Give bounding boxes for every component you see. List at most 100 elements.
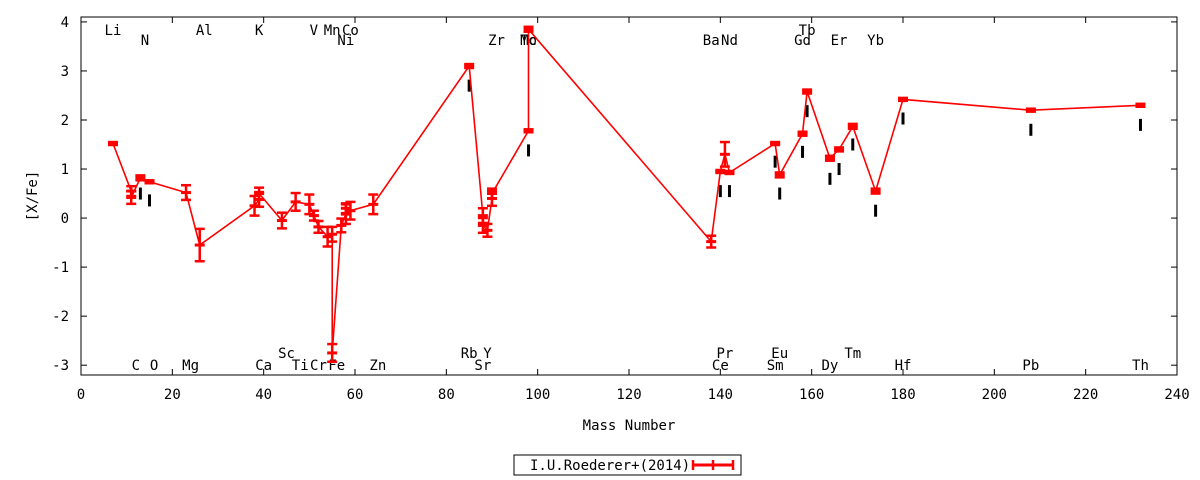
data-point	[368, 193, 379, 216]
legend-label: I.U.Roederer+(2014)	[530, 458, 690, 474]
data-point	[487, 187, 497, 200]
element-label: Zr	[488, 33, 505, 49]
data-point	[107, 140, 118, 147]
element-label: Hf	[895, 358, 912, 374]
data-point	[482, 222, 493, 238]
x-axis-title: Mass Number	[583, 418, 676, 434]
element-label: N	[141, 33, 149, 49]
plot-frame	[80, 16, 1178, 376]
x-tick-label: 140	[708, 387, 733, 403]
data-point	[194, 227, 205, 263]
data-point	[870, 187, 881, 195]
y-axis: -3 -2 -1 0 1 2 3 4	[52, 15, 1177, 374]
element-label: Sr	[474, 358, 491, 374]
y-tick-label: -1	[52, 260, 69, 276]
element-label: O	[150, 358, 158, 374]
element-label: V	[310, 23, 319, 39]
element-label: Al	[196, 23, 213, 39]
data-point	[126, 189, 137, 206]
element-label: Ti	[292, 358, 309, 374]
data-point	[797, 130, 808, 137]
y-tick-label: 2	[61, 113, 69, 129]
element-label: C	[132, 358, 140, 374]
data-point	[135, 174, 146, 182]
data-point	[254, 186, 265, 201]
element-label: Pr	[716, 346, 733, 362]
element-label: Dy	[822, 358, 839, 374]
data-point	[770, 140, 781, 147]
legend: I.U.Roederer+(2014)	[513, 454, 742, 476]
element-label: Li	[105, 23, 122, 39]
y-tick-label: 0	[61, 211, 69, 227]
element-label: Nd	[721, 33, 738, 49]
x-tick-label: 180	[890, 387, 915, 403]
element-label: Cr	[310, 358, 327, 374]
data-point	[706, 234, 717, 249]
element-label: Ni	[337, 33, 354, 49]
x-axis: 0 20 40 60 80 100 120 140 160 180 200 220 240	[77, 17, 1190, 403]
x-tick-label: 220	[1073, 387, 1098, 403]
data-point	[345, 200, 356, 221]
data-point	[774, 171, 785, 179]
data-point	[327, 342, 338, 364]
element-label: Y	[483, 346, 492, 362]
y-tick-label: -3	[52, 358, 69, 374]
x-tick-label: 160	[799, 387, 824, 403]
data-point	[715, 168, 726, 175]
data-point	[327, 225, 338, 243]
data-point	[313, 219, 324, 235]
data-point	[276, 211, 287, 230]
data-point	[824, 154, 835, 162]
element-label: Er	[831, 33, 848, 49]
y-tick-label: 4	[61, 15, 69, 31]
x-tick-label: 100	[525, 387, 550, 403]
element-label: Mn	[324, 23, 341, 39]
element-label: Tm	[844, 346, 861, 362]
data-point	[523, 128, 534, 134]
data-point	[1135, 102, 1146, 108]
data-point	[834, 146, 845, 153]
x-tick-label: 20	[164, 387, 181, 403]
element-label: Pb	[1022, 358, 1039, 374]
series-line	[112, 27, 1141, 353]
data-point	[802, 88, 813, 95]
element-label: Co	[342, 23, 359, 39]
element-label: Sc	[278, 346, 295, 362]
x-tick-label: 40	[255, 387, 272, 403]
element-label: Yb	[867, 33, 884, 49]
secondary-marks-layer	[138, 79, 1142, 217]
x-tick-label: 80	[438, 387, 455, 403]
y-axis-title: [X/Fe]	[25, 171, 41, 222]
element-label: Sm	[767, 358, 784, 374]
element-label: Mg	[182, 358, 199, 374]
element-label: Zn	[369, 358, 386, 374]
data-point	[290, 191, 301, 212]
x-tick-label: 240	[1164, 387, 1189, 403]
element-label: Ce	[712, 358, 729, 374]
data-point	[523, 25, 534, 33]
element-label: Rb	[461, 346, 478, 362]
y-tick-label: -2	[52, 309, 69, 325]
x-tick-label: 60	[347, 387, 364, 403]
data-point	[1025, 107, 1036, 113]
element-label: Tb	[799, 23, 816, 39]
legend-sample	[691, 460, 735, 470]
x-tick-label: 120	[616, 387, 641, 403]
element-label: K	[255, 23, 264, 39]
element-label: Ca	[255, 358, 272, 374]
element-label: Gd	[794, 33, 811, 49]
legend-box	[513, 454, 742, 476]
element-label: Th	[1132, 358, 1149, 374]
data-point	[144, 179, 155, 185]
data-point	[181, 183, 192, 202]
data-point	[898, 96, 908, 103]
element-label: Eu	[771, 346, 788, 362]
y-tick-label: 3	[61, 64, 69, 80]
data-point	[724, 169, 735, 176]
x-tick-label: 0	[77, 387, 85, 403]
data-point	[719, 140, 730, 168]
x-tick-label: 200	[982, 387, 1007, 403]
element-label: Ba	[703, 33, 720, 49]
series-layer	[107, 25, 1146, 364]
